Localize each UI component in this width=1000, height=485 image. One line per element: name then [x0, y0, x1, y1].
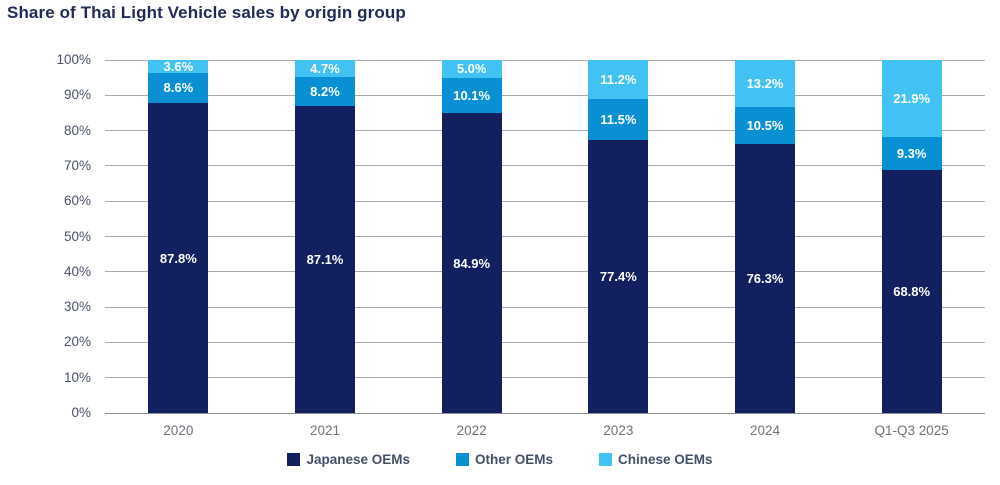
bar-segment-other-oems: 9.3%: [881, 137, 942, 171]
gridline: [105, 130, 985, 132]
bar-2023: 11.2% 11.5% 77.4%: [588, 60, 649, 413]
legend-swatch-chinese-oems: [599, 453, 613, 466]
value-label: 84.9%: [453, 255, 491, 271]
value-label: 87.1%: [306, 251, 344, 267]
y-axis-tick-label: 70%: [63, 157, 91, 173]
gridline: [105, 165, 985, 167]
gridline: [105, 59, 985, 61]
gridline: [105, 200, 985, 202]
bars-group: 3.6% 8.6% 87.8% 4.7% 8.2% 87.1% 5.0% 10.1% 84.9%…: [105, 60, 985, 413]
value-label: 68.8%: [893, 284, 931, 300]
value-label: 10.1%: [453, 87, 491, 103]
value-label: 77.4%: [599, 269, 637, 284]
x-axis-category-label: 2023: [603, 423, 634, 438]
y-axis-tick-label: 60%: [63, 193, 91, 209]
value-label: 11.5%: [600, 112, 637, 128]
y-axis-tick-label: 100%: [56, 52, 91, 67]
x-axis: 2020 2021 2022 2023 2024 Q1-Q3 2025: [105, 423, 985, 441]
legend-item-japanese-oems: Japanese OEMs: [287, 452, 410, 467]
y-axis-tick-label: 30%: [63, 299, 91, 315]
y-axis-tick-label: 0%: [71, 405, 91, 420]
value-label: 8.6%: [163, 80, 194, 96]
bar-segment-other-oems: 11.5%: [588, 99, 649, 141]
value-label: 3.6%: [163, 58, 194, 74]
bar-segment-chinese-oems: 13.2%: [735, 60, 795, 107]
legend-label: Other OEMs: [475, 452, 554, 467]
value-label: 10.5%: [746, 117, 784, 133]
value-label: 87.8%: [159, 250, 197, 266]
gridline: [105, 377, 985, 379]
value-label: 11.2%: [600, 72, 637, 88]
bar-segment-other-oems: 8.2%: [295, 76, 355, 106]
legend-item-chinese-oems: Chinese OEMs: [599, 452, 713, 467]
legend-item-other-oems: Other OEMs: [456, 452, 553, 467]
bar-2021: 4.7% 8.2% 87.1%: [295, 60, 355, 413]
bar-segment-chinese-oems: 5.0%: [441, 60, 502, 78]
gridline: [105, 236, 985, 237]
value-label: 5.0%: [456, 61, 487, 77]
gridline: [105, 341, 985, 343]
bar-segment-other-oems: 10.5%: [735, 106, 795, 144]
legend-label: Chinese OEMs: [618, 452, 713, 467]
bar-segment-other-oems: 8.6%: [148, 72, 209, 104]
gridline: [105, 271, 985, 273]
x-axis-category-label: 2020: [163, 423, 194, 438]
value-label: 9.3%: [896, 146, 927, 162]
bar-segment-chinese-oems: 21.9%: [881, 60, 942, 138]
x-axis-category-label: 2024: [749, 423, 780, 438]
x-axis-category-label: Q1-Q3 2025: [874, 423, 949, 438]
bar-2022: 5.0% 10.1% 84.9%: [441, 60, 502, 413]
y-axis-tick-label: 80%: [63, 122, 91, 138]
bar-segment-japanese-oems: 68.8%: [881, 170, 942, 413]
gridline: [105, 306, 985, 308]
bar-segment-japanese-oems: 77.4%: [588, 140, 649, 413]
y-axis-tick-label: 20%: [63, 334, 91, 350]
y-axis-tick-label: 50%: [63, 228, 91, 244]
y-axis-tick-label: 10%: [63, 369, 91, 385]
plot-area: 0% 10% 20% 30% 40% 50% 60% 70% 80% 90% 100% 3.6% 8.6…: [56, 52, 985, 420]
bar-segment-japanese-oems: 87.8%: [148, 103, 209, 413]
x-axis-line: [105, 412, 985, 414]
bar-segment-chinese-oems: 3.6%: [148, 58, 209, 74]
legend-swatch-other-oems: [456, 453, 469, 466]
legend-swatch-japanese-oems: [287, 453, 301, 466]
chart-title: Share of Thai Light Vehicle sales by ori…: [7, 3, 406, 22]
value-label: 21.9%: [893, 91, 931, 107]
bar-2024: 13.2% 10.5% 76.3%: [735, 60, 795, 413]
value-label: 8.2%: [310, 83, 340, 99]
bar-segment-chinese-oems: 11.2%: [588, 60, 649, 100]
gridline: [105, 94, 985, 96]
y-axis-tick-label: 90%: [63, 87, 91, 103]
y-axis-tick-label: 40%: [63, 263, 91, 279]
bar-segment-other-oems: 10.1%: [441, 77, 502, 114]
bar-segment-chinese-oems: 4.7%: [295, 60, 355, 77]
bar-2020: 3.6% 8.6% 87.8%: [148, 58, 209, 413]
x-axis-category-label: 2022: [456, 423, 487, 438]
bar-segment-japanese-oems: 84.9%: [441, 113, 502, 413]
value-label: 13.2%: [746, 75, 784, 91]
bar-segment-japanese-oems: 87.1%: [295, 105, 355, 413]
value-label: 76.3%: [746, 270, 784, 286]
bar-segment-japanese-oems: 76.3%: [735, 143, 795, 413]
legend: Japanese OEMs Other OEMs Chinese OEMs: [0, 452, 1000, 467]
bar-q1-q3-2025: 21.9% 9.3% 68.8%: [881, 60, 942, 413]
legend-label: Japanese OEMs: [306, 452, 410, 467]
x-axis-category-label: 2021: [309, 423, 340, 438]
value-label: 4.7%: [310, 60, 340, 76]
